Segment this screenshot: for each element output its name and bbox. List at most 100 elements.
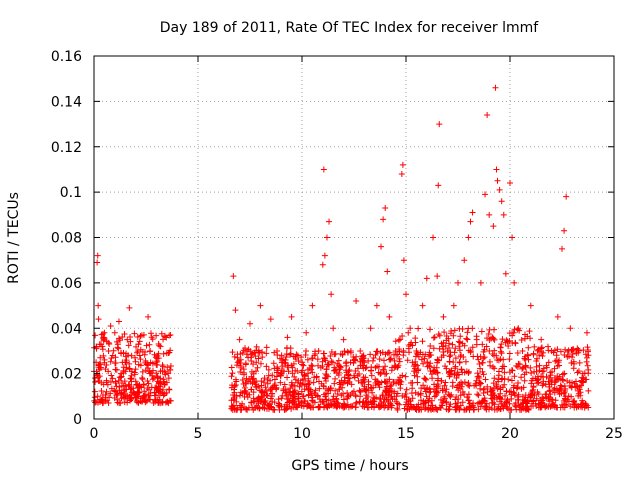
- data-point: [474, 400, 481, 407]
- data-point: [405, 329, 412, 336]
- data-point: [576, 359, 583, 366]
- data-point: [462, 358, 469, 365]
- data-point: [309, 355, 316, 362]
- data-point: [309, 369, 316, 376]
- data-point: [298, 388, 305, 395]
- data-point: [91, 388, 98, 395]
- data-point: [424, 359, 431, 366]
- data-point: [229, 370, 236, 377]
- y-tick-label: 0.02: [51, 367, 82, 383]
- data-point: [290, 404, 297, 411]
- y-axis-ticks: 0 0.02 0.04 0.06 0.08 0.1 0.12 0.14 0.16: [51, 49, 614, 428]
- data-point: [538, 403, 545, 410]
- data-point: [520, 364, 527, 371]
- data-point: [108, 385, 115, 392]
- data-point: [373, 348, 380, 355]
- data-point: [158, 330, 165, 337]
- data-point: [255, 347, 262, 354]
- data-point: [539, 352, 546, 359]
- data-point: [112, 378, 119, 385]
- data-point: [531, 368, 538, 375]
- data-point: [242, 361, 249, 368]
- data-point: [479, 359, 486, 366]
- data-point: [246, 376, 253, 383]
- data-point: [482, 376, 489, 383]
- data-point: [340, 404, 347, 411]
- data-point: [519, 365, 526, 372]
- data-point: [231, 406, 238, 413]
- data-point: [164, 364, 171, 371]
- data-point: [572, 378, 579, 385]
- data-point: [292, 376, 299, 383]
- data-point: [313, 373, 320, 380]
- data-point: [431, 393, 438, 400]
- data-point: [477, 365, 484, 372]
- data-point: [394, 400, 401, 407]
- data-point: [315, 362, 322, 369]
- data-point: [422, 405, 429, 412]
- data-point: [509, 332, 516, 339]
- data-point: [230, 396, 237, 403]
- data-point: [356, 387, 363, 394]
- data-point: [147, 369, 154, 376]
- data-point: [426, 395, 433, 402]
- data-point: [525, 352, 532, 359]
- data-point: [281, 406, 288, 413]
- data-point: [427, 405, 434, 412]
- data-point: [387, 383, 394, 390]
- data-point: [345, 368, 352, 375]
- data-point: [505, 343, 512, 350]
- data-point: [305, 385, 312, 392]
- data-point: [489, 392, 496, 399]
- data-point: [426, 349, 433, 356]
- data-point: [95, 316, 102, 323]
- data-point: [443, 365, 450, 372]
- data-point: [407, 325, 414, 332]
- data-point: [380, 366, 387, 373]
- data-point: [304, 401, 311, 408]
- data-point: [330, 393, 337, 400]
- data-point: [398, 378, 405, 385]
- data-point: [302, 397, 309, 404]
- data-point: [150, 399, 157, 406]
- data-point: [388, 382, 395, 389]
- data-point: [105, 400, 112, 407]
- data-point: [271, 399, 278, 406]
- data-point: [534, 380, 541, 387]
- data-point: [250, 361, 257, 368]
- data-point: [480, 355, 487, 362]
- data-point: [418, 385, 425, 392]
- data-point: [99, 346, 106, 353]
- data-point: [231, 353, 238, 360]
- data-point: [161, 333, 168, 340]
- data-point: [544, 343, 551, 350]
- data-point: [536, 362, 543, 369]
- data-point: [449, 379, 456, 386]
- data-point: [538, 373, 545, 380]
- data-point: [109, 352, 116, 359]
- data-point: [127, 338, 134, 345]
- data-point: [267, 377, 274, 384]
- data-point: [100, 334, 107, 341]
- data-point: [540, 395, 547, 402]
- data-point: [380, 399, 387, 406]
- data-point: [427, 342, 434, 349]
- data-point: [305, 377, 312, 384]
- data-point: [115, 345, 122, 352]
- data-point: [376, 396, 383, 403]
- data-point: [433, 406, 440, 413]
- data-point: [253, 383, 260, 390]
- data-point: [560, 397, 567, 404]
- data-point: [527, 390, 534, 397]
- data-point: [430, 345, 437, 352]
- data-point: [290, 389, 297, 396]
- data-point: [236, 357, 243, 364]
- data-point: [315, 347, 322, 354]
- data-point: [136, 352, 143, 359]
- data-point: [440, 313, 447, 320]
- data-point: [115, 377, 122, 384]
- data-point: [459, 325, 466, 332]
- data-point: [267, 386, 274, 393]
- data-point: [323, 402, 330, 409]
- data-point: [557, 348, 564, 355]
